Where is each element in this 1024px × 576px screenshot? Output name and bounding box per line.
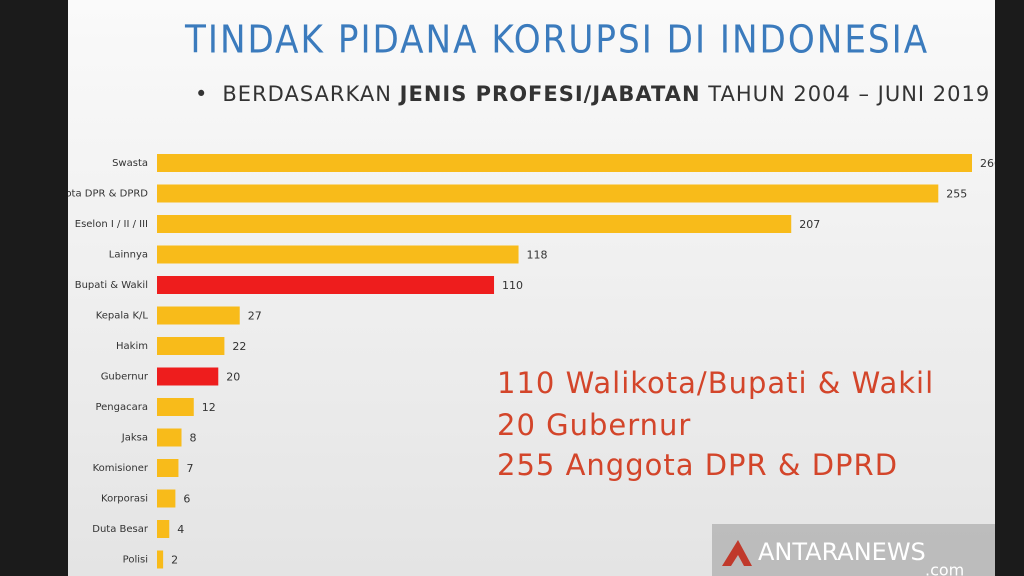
subtitle: • BERDASARKAN JENIS PROFESI/JABATAN TAHUN…: [195, 82, 990, 106]
category-label: Duta Besar: [92, 524, 149, 535]
category-label: Swasta: [112, 158, 148, 169]
value-label: 12: [202, 401, 216, 414]
value-label: 20: [226, 371, 240, 384]
value-label: 6: [183, 493, 190, 506]
bar: [157, 398, 194, 416]
value-label: 4: [177, 523, 184, 536]
value-label: 266: [980, 157, 1001, 170]
value-label: 7: [186, 462, 193, 475]
bar: [157, 306, 240, 325]
value-label: 27: [248, 310, 262, 323]
category-label: Gubernur: [101, 372, 149, 383]
value-label: 110: [502, 279, 523, 292]
category-label: ota DPR & DPRD: [65, 189, 148, 200]
category-label: Kepala K/L: [96, 311, 149, 322]
value-label: 207: [799, 218, 820, 231]
category-label: Pengacara: [95, 402, 148, 413]
bar: [157, 276, 495, 294]
category-label: Polisi: [123, 555, 148, 566]
bar: [157, 489, 176, 508]
plot: TINDAK PIDANA KORUPSI DI INDONESIA • BERD…: [65, 0, 1001, 576]
chart-title: TINDAK PIDANA KORUPSI DI INDONESIA: [184, 18, 929, 62]
value-label: 8: [190, 432, 197, 445]
bar: [157, 550, 164, 569]
bar: [157, 215, 792, 233]
category-label: Bupati & Wakil: [75, 280, 148, 291]
bar: [157, 337, 225, 355]
bar: [157, 184, 939, 203]
bar: [157, 367, 219, 386]
bar: [157, 428, 182, 447]
category-label: Lainnya: [109, 250, 148, 261]
annotation: 20 Gubernur: [497, 408, 691, 442]
category-label: Komisioner: [93, 463, 149, 474]
bar: [157, 459, 179, 477]
value-label: 118: [527, 249, 548, 262]
subtitle-part: BERDASARKAN: [222, 82, 399, 106]
watermark: ANTARANEWS: [758, 538, 926, 566]
subtitle-part: JENIS PROFESI/JABATAN: [398, 82, 701, 106]
category-label: Jaksa: [121, 433, 148, 444]
bar: [157, 520, 170, 538]
watermark-box: [712, 524, 995, 576]
value-label: 2: [171, 554, 178, 567]
value-label: 22: [232, 340, 246, 353]
watermark-domain: .com: [925, 561, 964, 576]
annotation: 255 Anggota DPR & DPRD: [497, 448, 898, 482]
bar: [157, 245, 519, 264]
bullet: •: [195, 82, 208, 106]
category-label: Hakim: [116, 341, 148, 352]
value-label: 255: [946, 188, 967, 201]
subtitle-part: TAHUN 2004 – JUNI 2019: [701, 82, 991, 106]
watermark-logo: [722, 540, 752, 566]
category-label: Korporasi: [101, 494, 148, 505]
bar: [157, 154, 972, 172]
category-label: Eselon I / II / III: [75, 219, 148, 230]
annotation: 110 Walikota/Bupati & Wakil: [497, 366, 934, 400]
